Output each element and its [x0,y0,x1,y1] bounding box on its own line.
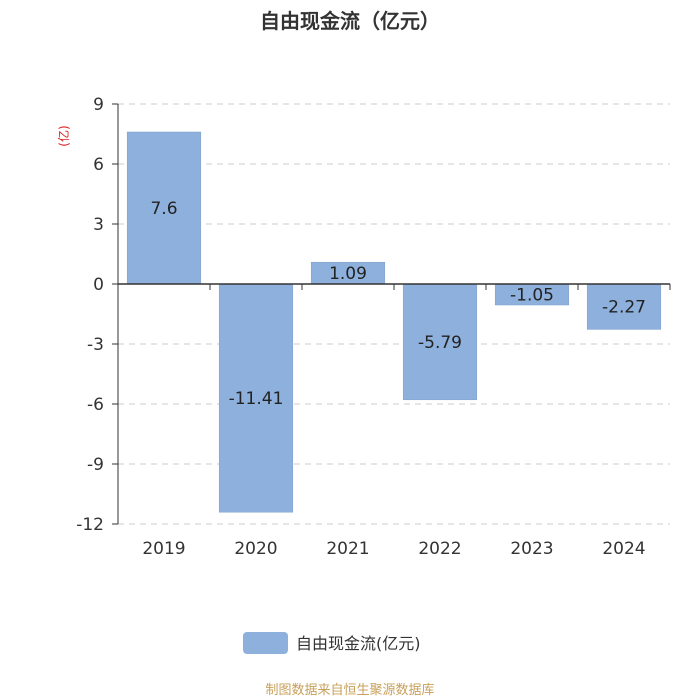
y-axis-ticks: 9 6 3 0 -3 -6 -9 -12 [76,95,118,535]
data-label: -11.41 [229,389,284,409]
y-tick-label: 6 [93,155,104,175]
data-label: -1.05 [510,286,554,306]
legend[interactable]: 自由现金流(亿元) [243,632,421,654]
y-tick-label: 9 [93,95,104,115]
y-tick-label: 3 [93,215,104,235]
x-tick-label: 2023 [510,539,553,559]
bar-2019[interactable] [126,131,202,285]
y-tick-label: -9 [87,455,104,475]
data-labels: 7.6 -11.41 1.09 -5.79 -1.05 -2.27 [150,199,646,409]
y-tick-label: -6 [87,395,104,415]
legend-swatch[interactable] [243,632,288,654]
bar-2022[interactable] [402,283,478,401]
legend-label[interactable]: 自由现金流(亿元) [296,634,421,653]
bar-2024[interactable] [586,283,662,330]
y-axis-unit-label: (亿) [56,125,71,146]
x-tick-label: 2019 [142,539,185,559]
bar-series [126,131,662,513]
data-label: -2.27 [602,298,646,318]
source-note: 制图数据来自恒生聚源数据库 [265,682,434,698]
data-label: 1.09 [329,264,367,284]
x-tick-label: 2022 [418,539,461,559]
y-tick-label: -3 [87,335,104,355]
x-axis-ticks: 2019 2020 2021 2022 2023 2024 [117,284,671,559]
data-label: 7.6 [150,199,177,219]
x-tick-label: 2021 [326,539,369,559]
grid-lines [118,103,670,525]
y-tick-label: -12 [76,515,104,535]
x-tick-label: 2024 [602,539,645,559]
y-tick-label: 0 [93,275,104,295]
data-label: -5.79 [418,333,462,353]
bar-2020[interactable] [218,283,294,513]
chart-title: 自由现金流（亿元） [260,9,440,33]
x-tick-label: 2020 [234,539,277,559]
